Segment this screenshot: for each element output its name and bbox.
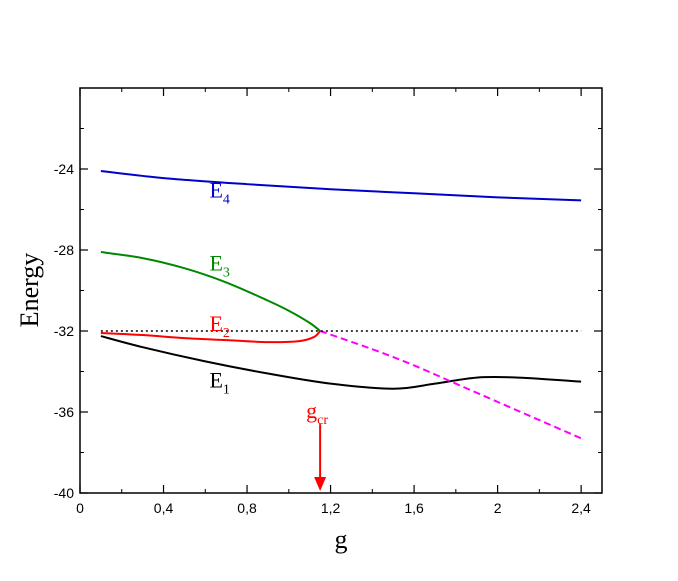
x-tick-label-1: 0,4	[154, 500, 174, 516]
x-tick-label-2: 0,8	[237, 500, 257, 516]
series-line-Ec	[319, 330, 582, 440]
plot-frame	[79, 87, 603, 494]
x-tick-label-0: 0	[76, 500, 84, 516]
y-tick-label-0: -24	[54, 161, 74, 177]
x-tick-label-6: 2,4	[571, 500, 591, 516]
y-tick-label-3: -36	[54, 404, 74, 420]
series-line-E4	[100, 170, 582, 202]
label-E2-sub: 2	[223, 326, 230, 341]
y-axis: -24 -28 -32 -36 -40	[54, 128, 602, 501]
label-E4-sub: 4	[223, 192, 230, 207]
x-axis: 0 0,4 0,8 1,2 1,6 2 2,4	[76, 88, 591, 516]
label-E2: E2	[209, 311, 229, 341]
y-tick-label-2: -32	[54, 323, 74, 339]
annotations: gcr	[306, 398, 328, 491]
series-line-E3	[100, 251, 321, 332]
label-E4-main: E	[209, 177, 222, 202]
y-tick-label-4: -40	[54, 485, 74, 501]
x-axis-title: g	[335, 525, 348, 554]
x-tick-label-4: 1,6	[404, 500, 424, 516]
label-E2-main: E	[209, 311, 222, 336]
label-E4: E4	[209, 177, 229, 207]
x-tick-label-3: 1,2	[321, 500, 341, 516]
label-E3: E3	[209, 250, 229, 280]
gcr-arrow-head	[314, 476, 327, 491]
series-layer	[100, 170, 582, 440]
label-E1: E1	[209, 368, 229, 398]
label-E3-main: E	[209, 250, 222, 275]
label-E3-sub: 3	[223, 265, 230, 280]
label-E1-sub: 1	[223, 383, 230, 398]
gcr-label: gcr	[306, 398, 328, 428]
x-tick-label-5: 2	[494, 500, 502, 516]
gcr-label-sub: cr	[317, 413, 328, 428]
y-axis-title: Energy	[15, 253, 44, 328]
series-line-E1	[100, 335, 582, 390]
label-E1-main: E	[209, 368, 222, 393]
gcr-label-main: g	[306, 398, 317, 423]
series-line-E2	[100, 330, 321, 344]
y-tick-label-1: -28	[54, 242, 74, 258]
